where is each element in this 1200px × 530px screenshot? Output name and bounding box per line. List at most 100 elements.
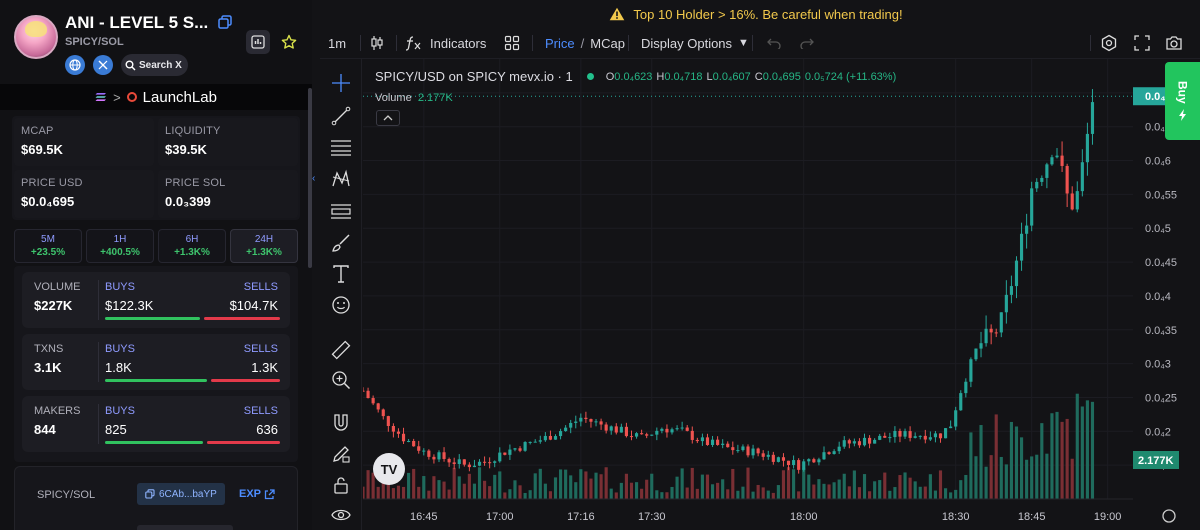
candle-body (852, 441, 856, 444)
price-toggle[interactable]: Price (545, 35, 575, 51)
collapse-legend-button[interactable] (376, 110, 400, 126)
pattern-tool[interactable] (329, 167, 353, 191)
candle-type-button[interactable] (370, 34, 384, 52)
timeframe-tab-5m[interactable]: 5M +23.5% (14, 229, 82, 263)
zoom-tool[interactable] (329, 368, 353, 392)
candle-body (391, 426, 395, 432)
display-options-label: Display Options (641, 35, 733, 51)
volume-bar (543, 483, 547, 499)
explorer-link[interactable]: EXP (239, 488, 275, 500)
launchpad-breadcrumb[interactable]: > LaunchLab (0, 84, 312, 110)
stat-liquidity-value: $39.5K (165, 142, 207, 157)
warning-text: Top 10 Holder > 16%. Be careful when tra… (633, 6, 903, 22)
stat-liquidity: LIQUIDITY $39.5K (158, 118, 298, 166)
visibility-tool[interactable] (329, 503, 353, 527)
website-icon[interactable] (65, 55, 85, 75)
candle-body (792, 460, 796, 466)
txns-value: 3.1K (34, 360, 62, 375)
chart-area[interactable]: 0.0₄70.0₄650.0₄60.0₄550.0₄50.0₄450.0₄40.… (320, 58, 1200, 530)
candle-body (569, 422, 573, 428)
horizontal-lines-tool[interactable] (329, 135, 353, 159)
fullscreen-button[interactable] (1134, 34, 1150, 52)
volume-bar (842, 473, 846, 499)
magnet-tool[interactable] (329, 411, 353, 435)
candle-body (984, 328, 988, 344)
settings-button[interactable] (1100, 34, 1118, 52)
price-tick-label: 0.0₄25 (1145, 392, 1177, 404)
timeframe-tab-24h[interactable]: 24H +1.3K% (230, 229, 298, 263)
collapse-panel-chevron-icon[interactable]: ‹ (312, 172, 316, 184)
volume-bar (918, 486, 922, 499)
fib-tool[interactable] (329, 199, 353, 223)
buy-tab-button[interactable]: Buy (1165, 62, 1200, 140)
lock-drawing-tool[interactable] (329, 442, 353, 466)
candle-body (528, 441, 532, 443)
volume-bar (954, 489, 958, 499)
time-tick-label: 17:16 (567, 511, 595, 523)
volume-legend-value: 2.177K (417, 92, 453, 104)
volume-bar (776, 485, 780, 499)
undo-button[interactable] (767, 34, 781, 52)
timeframe-tab-1h[interactable]: 1H +400.5% (86, 229, 154, 263)
candle-body (726, 443, 730, 448)
redo-button[interactable] (800, 34, 814, 52)
layouts-button[interactable] (504, 34, 520, 52)
drawing-toolbar (320, 59, 362, 530)
volume-bar (923, 486, 927, 499)
mcap-toggle[interactable]: MCap (590, 35, 625, 51)
candle-body (386, 416, 390, 427)
candle-body (477, 461, 482, 466)
price-mcap-toggle[interactable]: Price / MCap (545, 34, 625, 52)
volume-bar (928, 474, 932, 499)
panel-scrollbar[interactable] (308, 88, 312, 268)
candle-body (401, 433, 406, 442)
volume-legend-label: Volume (375, 92, 412, 104)
interval-button[interactable]: 1m (328, 34, 346, 52)
volume-bar (781, 470, 786, 499)
time-tick-label: 19:00 (1094, 511, 1122, 523)
crosshair-tool[interactable] (329, 71, 353, 95)
ruler-tool[interactable] (329, 338, 353, 362)
timeframe-change: +1.3K% (246, 247, 282, 258)
token-name: ANI - LEVEL 5 S... (65, 13, 209, 32)
volume-bar (1004, 464, 1008, 499)
copy-icon[interactable] (218, 15, 232, 29)
pair-label: SPICY/SOL (37, 489, 96, 501)
x-twitter-icon[interactable] (93, 55, 113, 75)
volume-bar (933, 490, 938, 499)
indicators-label: Indicators (430, 35, 487, 51)
price-chart[interactable]: 0.0₄70.0₄650.0₄60.0₄550.0₄50.0₄450.0₄40.… (363, 59, 1200, 530)
candle-body (1030, 188, 1034, 226)
candle-body (1025, 225, 1029, 234)
display-options-button[interactable]: Display Options ▼ (641, 34, 749, 52)
emoji-tool[interactable] (329, 293, 353, 317)
volume-bar (483, 480, 487, 499)
timeframe-tab-6h[interactable]: 6H +1.3K% (158, 229, 226, 263)
trendline-tool[interactable] (329, 104, 353, 128)
candle-body (705, 437, 710, 445)
indicators-button[interactable]: Indicators (404, 34, 486, 52)
volume-bar (878, 480, 882, 499)
text-tool[interactable] (329, 262, 353, 286)
chart-view-button[interactable] (246, 30, 270, 54)
pair-address-button[interactable]: 6CAb...baYP (137, 483, 225, 505)
volume-bar (898, 475, 902, 499)
screenshot-button[interactable] (1165, 34, 1183, 52)
search-x-button[interactable]: Search X (121, 54, 188, 76)
chart-panel: Top 10 Holder > 16%. Be careful when tra… (312, 0, 1200, 530)
brush-tool[interactable] (329, 231, 353, 255)
favorite-star-button[interactable] (277, 30, 301, 54)
lock-icon (334, 477, 348, 494)
ohlc-open-value: 0.0₄623 (614, 70, 653, 83)
time-tick-label: 18:30 (942, 511, 970, 523)
volume-bar (938, 470, 943, 499)
candle-body (868, 437, 872, 444)
volume-bar (756, 484, 760, 499)
candle-body (376, 403, 380, 410)
candle-body (974, 348, 978, 360)
axis-settings-icon[interactable] (1162, 509, 1176, 523)
candle-body (959, 393, 963, 411)
lock-tool[interactable] (329, 473, 353, 497)
makers-buys-value: 825 (105, 422, 127, 437)
candle-body (893, 430, 897, 438)
